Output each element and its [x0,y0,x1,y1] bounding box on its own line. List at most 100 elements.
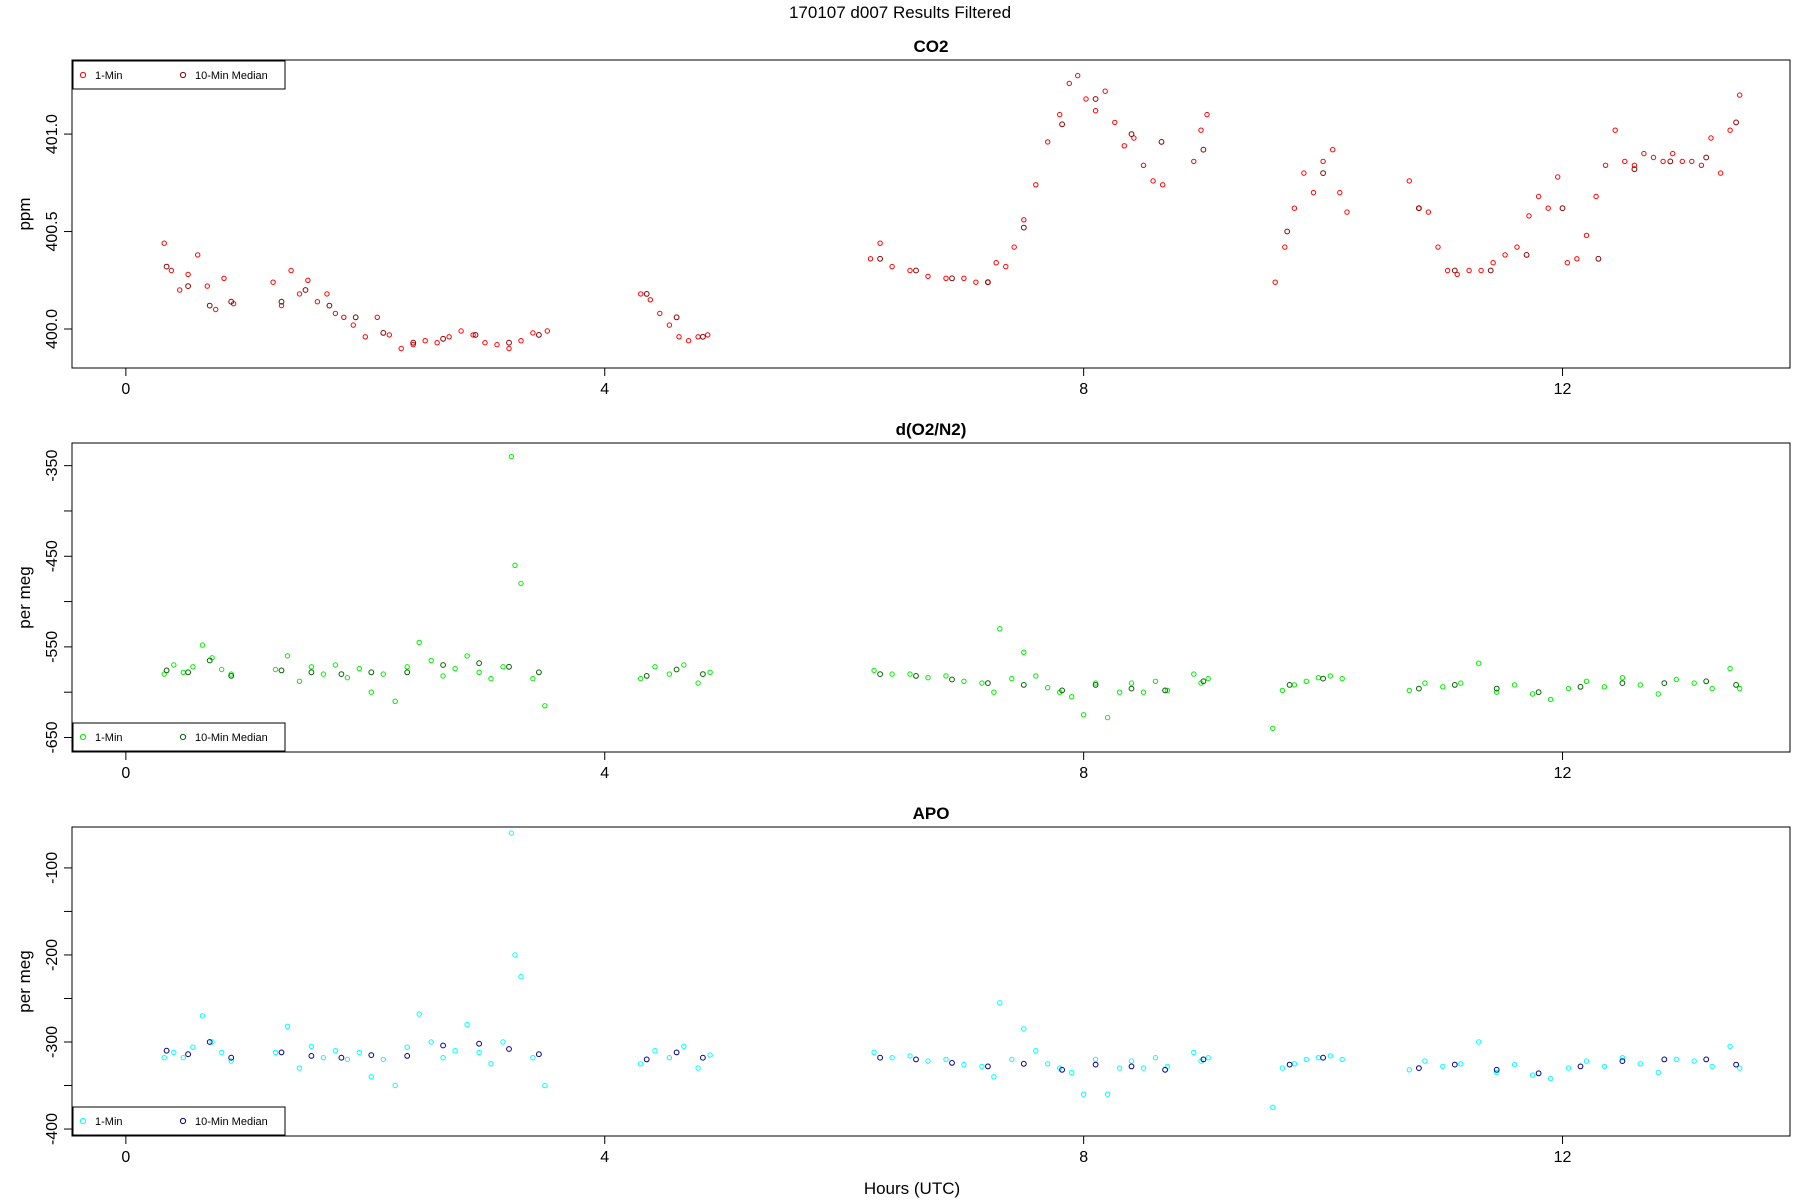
data-point [985,680,991,686]
data-point [1487,267,1494,274]
data-point [195,252,201,258]
y-axis-label: per meg [15,950,34,1012]
data-point [1698,162,1705,169]
data-point [1691,1058,1697,1064]
data-point [1602,162,1609,169]
data-point [1526,213,1532,219]
data-point [647,297,653,303]
data-point [542,1082,548,1089]
data-point [1733,1061,1739,1068]
data-point [1162,1066,1168,1073]
data-point [416,639,422,646]
data-point [1523,252,1530,258]
data-point [344,1056,351,1063]
data-point [1583,232,1590,239]
data-point [673,666,680,673]
data-point [657,310,663,317]
legend-box [72,722,286,752]
data-point [209,1039,215,1045]
data-point [404,1053,411,1059]
data-point [1661,1056,1668,1063]
data-point [199,1013,206,1019]
data-point [464,653,470,659]
x-tick-label: 8 [1079,765,1088,782]
data-point [163,263,170,270]
data-point [991,1074,997,1080]
data-point [177,287,183,293]
data-point [428,657,434,664]
data-point [1565,685,1572,692]
data-point [1514,244,1520,250]
legend: 1-Min 10-Min Median [72,60,286,90]
data-point [296,1065,303,1071]
data-point [638,675,644,682]
chart-panel: CO2 ppm 0 4 8 12 400.0 400.5 401.0 1-Min 10-Min Me… [15,37,1791,398]
data-point [368,689,374,695]
data-point [1121,143,1128,149]
data-point [1717,170,1724,176]
data-point [344,675,351,681]
data-point [392,698,398,704]
data-point [1476,660,1482,666]
data-point [288,267,294,274]
data-point [440,1055,446,1061]
data-point [1595,255,1602,262]
data-point [1493,1066,1500,1073]
data-point [700,333,706,340]
legend-marker [79,1117,87,1125]
data-point [476,1040,483,1047]
data-point [997,1000,1003,1006]
data-point [1673,676,1680,683]
data-point [652,1048,658,1054]
data-point [1045,685,1051,691]
data-point [1406,687,1413,694]
data-point [1021,1026,1027,1032]
series-ten-min-median [163,96,1739,346]
data-point [410,339,417,346]
data-point [1059,1066,1065,1073]
data-point [1535,1070,1542,1077]
data-point [1152,678,1159,684]
data-point [320,1055,327,1061]
series-one-min [161,72,1743,352]
data-point [638,291,644,297]
legend-box [72,1106,286,1136]
data-point [913,267,919,274]
data-point [1272,279,1278,285]
data-point [356,1049,362,1056]
data-point [1511,1061,1518,1068]
data-point [272,666,279,673]
y-tick-label: -200 [44,939,61,971]
data-point [506,1046,512,1052]
data-point [973,279,979,285]
data-point [320,671,327,677]
data-point [161,240,167,246]
data-point [877,1054,883,1061]
data-point [380,1056,386,1063]
data-point [1612,127,1618,133]
y-tick-label: -350 [44,450,61,482]
data-point [685,338,692,344]
legend-label: 10-Min Median [195,1116,268,1128]
data-point [190,664,196,670]
x-tick-label: 4 [600,1149,609,1166]
data-point [1303,1056,1310,1063]
data-point [1164,687,1171,694]
data-point [1655,1069,1662,1076]
data-point [1535,193,1542,200]
data-point [163,1047,170,1054]
data-point [1737,685,1743,692]
chart-panel: APO per meg 0 4 8 12 -100 -200 -300 -400 1-Min 10-M… [15,804,1791,1166]
data-point [219,1049,225,1056]
data-point [1140,689,1147,695]
data-point [1574,256,1580,262]
data-point [308,669,315,676]
data-point [1116,689,1123,695]
data-point [422,338,428,344]
data-point [673,1049,680,1056]
data-point [1011,244,1017,250]
data-point [302,287,309,293]
data-point [508,453,515,460]
data-point [185,271,191,278]
data-point [380,671,386,677]
